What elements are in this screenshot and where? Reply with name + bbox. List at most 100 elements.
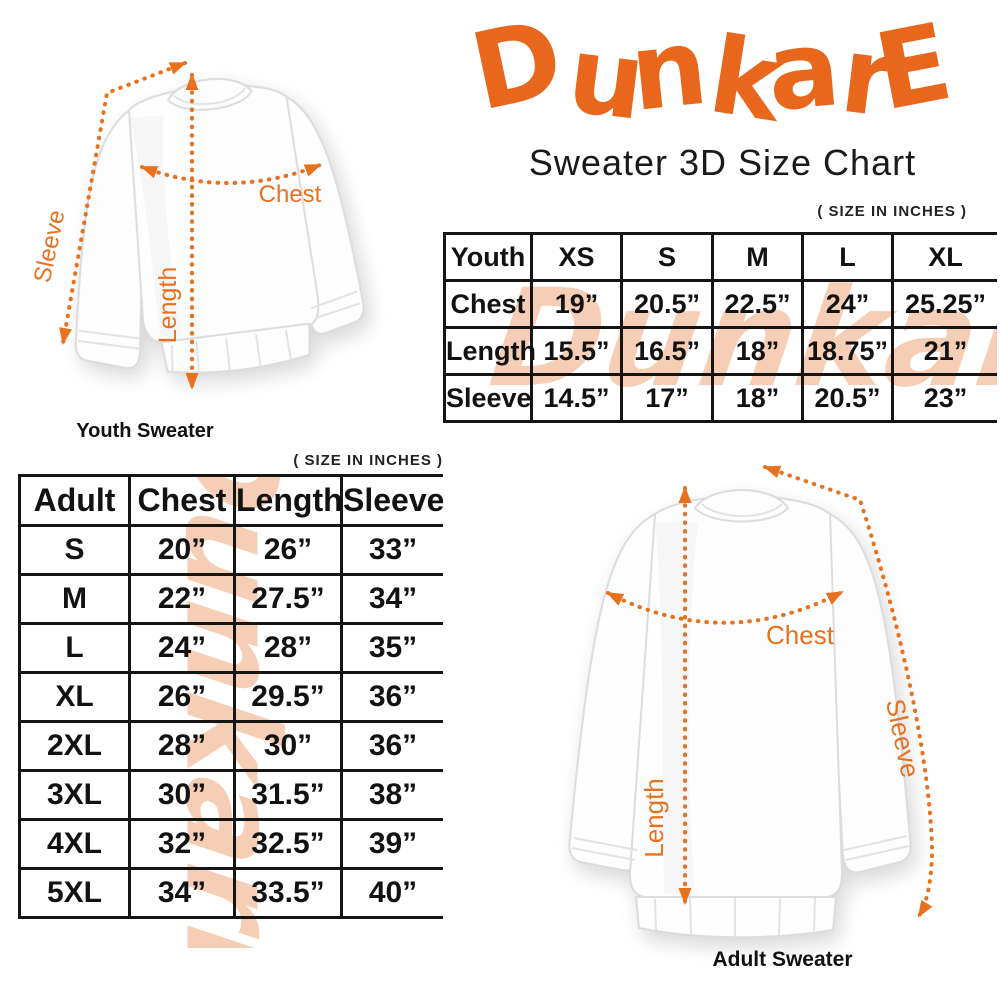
hem-rib-lines <box>654 897 816 937</box>
youth-sweater-svg: Sleeve Length Chest <box>29 61 365 390</box>
table-row: 2XL 28” 30” 36” <box>18 720 443 772</box>
size-value-cell: 33” <box>340 524 443 576</box>
size-value-cell: 20.5” <box>801 373 894 423</box>
row-label-cell: XL <box>18 671 131 723</box>
size-value-cell: 20” <box>128 524 236 576</box>
table-row: 3XL 30” 31.5” 38” <box>18 769 443 821</box>
table-row: Length 15.5” 16.5” 18” 18.75” 21” <box>443 326 997 376</box>
column-header: Chest <box>128 474 236 527</box>
youth-sweater-illustration <box>74 78 365 374</box>
table-row: Sleeve 14.5” 17” 18” 20.5” 23” <box>443 373 997 423</box>
chest-measure-label: Chest <box>259 181 322 208</box>
size-value-cell: 18” <box>711 373 804 423</box>
size-value-cell: 18” <box>711 326 804 376</box>
table-row: XL 26” 29.5” 36” <box>18 671 443 723</box>
size-value-cell: 32” <box>128 818 236 870</box>
row-label-cell: L <box>18 622 131 674</box>
size-value-cell: 32.5” <box>233 818 343 870</box>
size-value-cell: 31.5” <box>233 769 343 821</box>
table-row: Chest 19” 20.5” 22.5” 24” 25.25” <box>443 279 997 329</box>
brand-logo-text: DunkarE <box>461 2 956 144</box>
chest-measure-arrow <box>606 590 844 625</box>
adult-sweater-diagram: Sleeve Length Chest <box>470 448 1000 980</box>
column-header: L <box>801 232 894 282</box>
youth-sweater-diagram: Sleeve Length Chest <box>0 30 430 450</box>
adult-sweater-caption: Adult Sweater <box>712 948 853 971</box>
size-value-cell: 26” <box>128 671 236 723</box>
size-value-cell: 30” <box>233 720 343 772</box>
size-value-cell: 33.5” <box>233 867 343 919</box>
size-value-cell: 25.25” <box>891 279 997 329</box>
size-value-cell: 19” <box>530 279 623 329</box>
sleeve-measure-label: Sleeve <box>29 208 71 285</box>
column-header: Length <box>233 474 343 527</box>
size-value-cell: 27.5” <box>233 573 343 625</box>
size-value-cell: 22” <box>128 573 236 625</box>
brand-logo-svg: DunkarE <box>461 0 961 146</box>
row-label-cell: 2XL <box>18 720 131 772</box>
size-unit-note-youth: ( SIZE IN INCHES ) <box>817 203 967 220</box>
table-row: 4XL 32” 32.5” 39” <box>18 818 443 870</box>
size-value-cell: 39” <box>340 818 443 870</box>
size-value-cell: 34” <box>128 867 236 919</box>
size-value-cell: 40” <box>340 867 443 919</box>
chest-measure-label: Chest <box>766 620 835 650</box>
adult-size-table-wrap: DunkarE Adult Chest Length Sleeve S 20” 26” 33”… <box>18 474 443 948</box>
sleeve-measure-arrow <box>763 465 935 918</box>
size-value-cell: 17” <box>620 373 714 423</box>
size-value-cell: 14.5” <box>530 373 623 423</box>
size-value-cell: 22.5” <box>711 279 804 329</box>
table-row: M 22” 27.5” 34” <box>18 573 443 625</box>
column-header: Youth <box>443 232 533 282</box>
size-value-cell: 29.5” <box>233 671 343 723</box>
row-label-cell: 3XL <box>18 769 131 821</box>
table-row: 5XL 34” 33.5” 40” <box>18 867 443 919</box>
table-row: S 20” 26” 33” <box>18 524 443 576</box>
column-header: Adult <box>18 474 131 527</box>
size-value-cell: 21” <box>891 326 997 376</box>
size-value-cell: 36” <box>340 671 443 723</box>
size-value-cell: 35” <box>340 622 443 674</box>
column-header: XS <box>530 232 623 282</box>
row-label-cell: S <box>18 524 131 576</box>
youth-size-table: Youth XS S M L XL Chest 19” 20.5” 22.5” 24” 25.25” L… <box>443 232 997 423</box>
table-row: L 24” 28” 35” <box>18 622 443 674</box>
length-measure-label: Length <box>639 778 669 858</box>
size-value-cell: 28” <box>233 622 343 674</box>
adult-size-table: Adult Chest Length Sleeve S 20” 26” 33” M 22” 27.5… <box>18 474 443 919</box>
size-value-cell: 15.5” <box>530 326 623 376</box>
size-value-cell: 18.75” <box>801 326 894 376</box>
cuff-right-rib-lines <box>310 290 361 319</box>
row-label-cell: Chest <box>443 279 533 329</box>
size-value-cell: 20.5” <box>620 279 714 329</box>
youth-size-table-wrap: DunkarE Youth XS S M L XL Chest 19” 20.5” 22.5” 24… <box>443 232 997 434</box>
size-value-cell: 26” <box>233 524 343 576</box>
table-header-row: Adult Chest Length Sleeve <box>18 474 443 527</box>
adult-sweater-svg: Sleeve Length Chest <box>568 465 935 939</box>
youth-sweater-caption: Youth Sweater <box>76 420 214 442</box>
size-value-cell: 16.5” <box>620 326 714 376</box>
length-measure-label: Length <box>154 267 182 343</box>
size-value-cell: 34” <box>340 573 443 625</box>
column-header: S <box>620 232 714 282</box>
size-value-cell: 30” <box>128 769 236 821</box>
size-value-cell: 24” <box>801 279 894 329</box>
row-label-cell: Sleeve <box>443 373 533 423</box>
size-value-cell: 23” <box>891 373 997 423</box>
row-label-cell: 4XL <box>18 818 131 870</box>
table-header-row: Youth XS S M L XL <box>443 232 997 282</box>
size-unit-note-adult: ( SIZE IN INCHES ) <box>293 452 443 469</box>
cuff-left-rib-lines <box>571 837 638 861</box>
page-title: Sweater 3D Size Chart <box>528 142 917 183</box>
row-label-cell: M <box>18 573 131 625</box>
column-header: M <box>711 232 804 282</box>
size-value-cell: 24” <box>128 622 236 674</box>
size-value-cell: 36” <box>340 720 443 772</box>
size-value-cell: 38” <box>340 769 443 821</box>
row-label-cell: 5XL <box>18 867 131 919</box>
size-value-cell: 28” <box>128 720 236 772</box>
sleeve-measure-arrow <box>59 61 187 345</box>
column-header: Sleeve <box>340 474 443 527</box>
row-label-cell: Length <box>443 326 536 376</box>
